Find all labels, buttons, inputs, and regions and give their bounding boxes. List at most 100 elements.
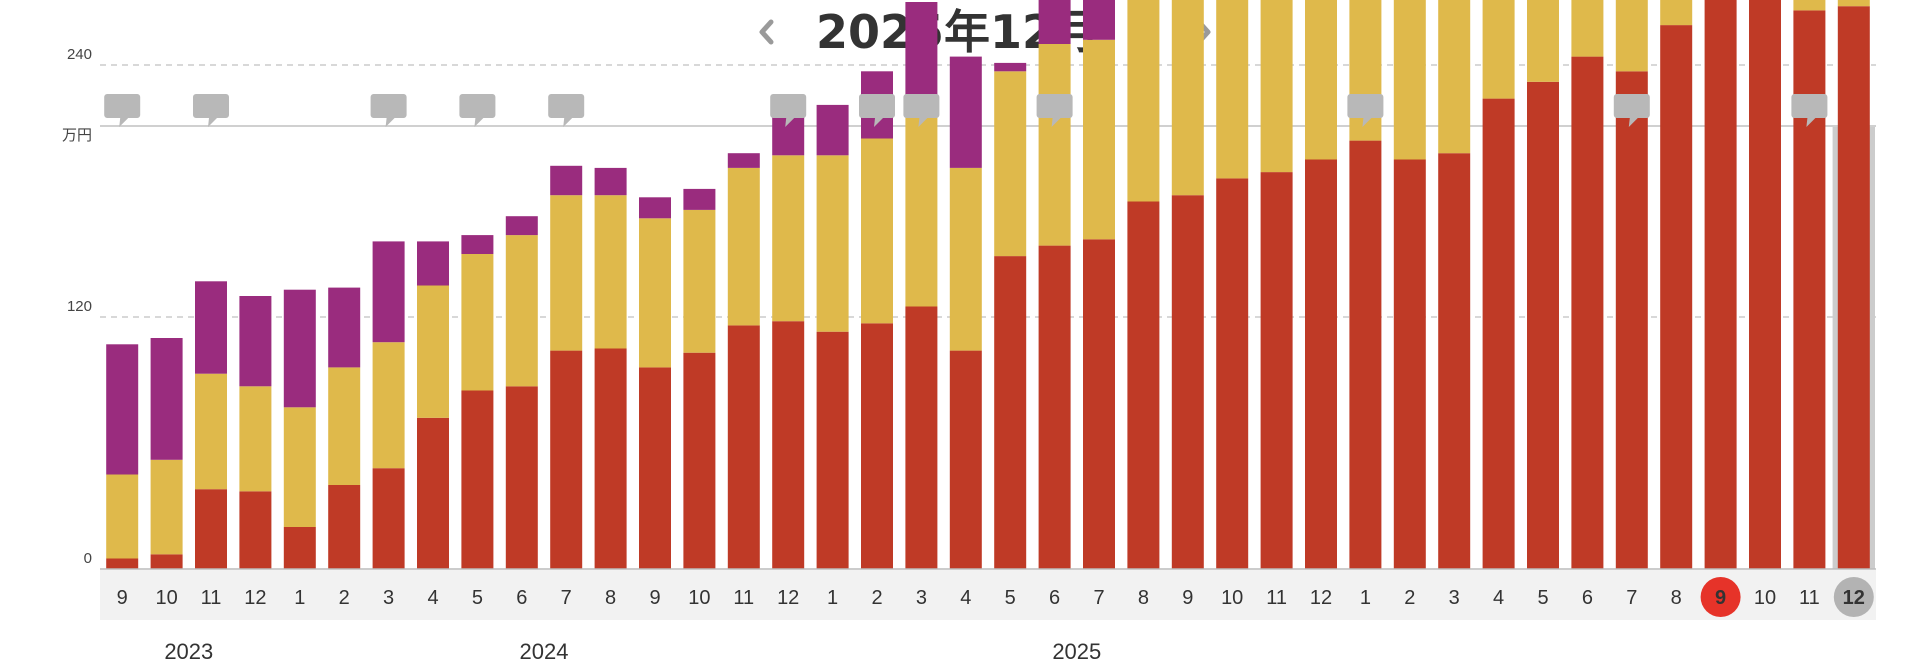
bar-segment-1[interactable] bbox=[1704, 0, 1737, 569]
bar-month[interactable] bbox=[150, 338, 183, 569]
x-tick-label[interactable]: 3 bbox=[383, 587, 394, 609]
bar-segment-2[interactable] bbox=[328, 367, 361, 485]
bar-segment-3[interactable] bbox=[994, 62, 1027, 72]
bar-segment-1[interactable] bbox=[1660, 25, 1693, 570]
selected-month-badge[interactable] bbox=[1700, 577, 1741, 617]
bar-month[interactable] bbox=[1260, 0, 1293, 569]
bar-month[interactable] bbox=[1038, 0, 1071, 569]
comment-bubble-icon[interactable] bbox=[903, 94, 940, 127]
bar-segment-1[interactable] bbox=[106, 558, 139, 570]
bar-segment-2[interactable] bbox=[905, 113, 938, 307]
comment-bubble-icon[interactable] bbox=[1347, 94, 1384, 127]
bar-segment-2[interactable] bbox=[1837, 0, 1870, 7]
bar-month[interactable] bbox=[1305, 0, 1337, 569]
bar-month[interactable] bbox=[328, 287, 361, 569]
bar-segment-1[interactable] bbox=[1615, 71, 1648, 570]
x-tick-label[interactable]: 4 bbox=[427, 587, 438, 609]
x-tick-label[interactable]: 7 bbox=[561, 587, 572, 609]
bar-segment-2[interactable] bbox=[594, 195, 627, 349]
bar-segment-2[interactable] bbox=[550, 195, 583, 351]
x-tick-label[interactable]: 2 bbox=[339, 587, 350, 609]
x-tick-label[interactable]: 9 bbox=[649, 587, 660, 609]
x-tick-label[interactable]: 6 bbox=[516, 587, 527, 609]
bar-segment-3[interactable] bbox=[328, 287, 361, 368]
bar-segment-1[interactable] bbox=[1083, 239, 1115, 570]
bar-segment-1[interactable] bbox=[1038, 245, 1071, 569]
bar-segment-2[interactable] bbox=[239, 386, 272, 492]
bar-month[interactable] bbox=[1660, 0, 1693, 570]
bar-segment-1[interactable] bbox=[1171, 195, 1204, 569]
bar-month[interactable] bbox=[195, 281, 227, 569]
bar-segment-2[interactable] bbox=[1127, 0, 1160, 202]
bar-month[interactable] bbox=[1216, 0, 1249, 569]
bar-segment-2[interactable] bbox=[816, 155, 849, 332]
bar-month[interactable] bbox=[505, 216, 538, 569]
bar-segment-1[interactable] bbox=[639, 367, 671, 569]
bar-segment-1[interactable] bbox=[1127, 201, 1160, 570]
bar-segment-1[interactable] bbox=[1482, 98, 1515, 569]
prev-month-button[interactable] bbox=[745, 10, 785, 54]
bar-segment-1[interactable] bbox=[949, 350, 982, 569]
x-tick-label[interactable]: 11 bbox=[1799, 587, 1820, 609]
bar-segment-1[interactable] bbox=[816, 331, 849, 569]
bar-segment-2[interactable] bbox=[106, 474, 139, 559]
x-tick-label[interactable]: 8 bbox=[1671, 587, 1682, 609]
bar-month[interactable] bbox=[1349, 0, 1382, 569]
x-tick-label[interactable]: 10 bbox=[1754, 587, 1776, 609]
bar-segment-1[interactable] bbox=[1393, 159, 1426, 570]
comment-bubble-icon[interactable] bbox=[1791, 94, 1828, 127]
bar-segment-3[interactable] bbox=[727, 153, 760, 168]
bar-segment-2[interactable] bbox=[461, 254, 494, 391]
bar-segment-1[interactable] bbox=[150, 554, 183, 569]
bar-segment-2[interactable] bbox=[1260, 0, 1293, 173]
comment-bubble-icon[interactable] bbox=[548, 94, 585, 127]
bar-segment-3[interactable] bbox=[949, 56, 982, 168]
bar-month[interactable] bbox=[1793, 0, 1826, 569]
bar-month[interactable] bbox=[1615, 0, 1648, 570]
x-tick-label[interactable]: 10 bbox=[155, 587, 177, 609]
x-tick-label[interactable]: 12 bbox=[1310, 587, 1332, 609]
bar-segment-3[interactable] bbox=[550, 165, 583, 196]
bar-month[interactable] bbox=[1127, 0, 1160, 570]
bar-segment-2[interactable] bbox=[1216, 0, 1249, 179]
x-tick-label[interactable]: 1 bbox=[294, 587, 305, 609]
bar-segment-2[interactable] bbox=[994, 71, 1027, 257]
bar-month[interactable] bbox=[994, 62, 1027, 569]
bar-month[interactable] bbox=[1171, 0, 1204, 569]
bar-segment-1[interactable] bbox=[283, 527, 316, 569]
bar-segment-1[interactable] bbox=[372, 468, 405, 569]
bar-segment-1[interactable] bbox=[195, 489, 227, 569]
bar-segment-1[interactable] bbox=[905, 306, 938, 570]
bar-segment-2[interactable] bbox=[1571, 0, 1604, 57]
bar-segment-1[interactable] bbox=[1305, 159, 1337, 570]
bar-segment-1[interactable] bbox=[417, 417, 449, 569]
bar-month[interactable] bbox=[905, 2, 938, 570]
bar-month[interactable] bbox=[283, 289, 316, 569]
bar-segment-1[interactable] bbox=[727, 325, 760, 569]
bar-month[interactable] bbox=[239, 296, 272, 569]
x-tick-label[interactable]: 7 bbox=[1626, 587, 1637, 609]
bar-segment-2[interactable] bbox=[1393, 0, 1426, 160]
x-tick-label[interactable]: 5 bbox=[1005, 587, 1016, 609]
bar-segment-1[interactable] bbox=[594, 348, 627, 570]
current-month-badge[interactable] bbox=[1833, 577, 1874, 617]
bar-month[interactable] bbox=[106, 344, 139, 570]
bar-segment-2[interactable] bbox=[1793, 0, 1826, 11]
x-tick-label[interactable]: 1 bbox=[827, 587, 838, 609]
x-tick-label[interactable]: 12 bbox=[244, 587, 266, 609]
bar-segment-3[interactable] bbox=[1083, 0, 1115, 40]
bar-month[interactable] bbox=[1083, 0, 1115, 570]
x-tick-label[interactable]: 7 bbox=[1093, 587, 1104, 609]
bar-segment-1[interactable] bbox=[1527, 81, 1559, 570]
bar-month[interactable] bbox=[417, 241, 449, 569]
bar-segment-2[interactable] bbox=[1038, 44, 1071, 246]
bar-segment-2[interactable] bbox=[639, 218, 671, 368]
bar-month[interactable] bbox=[1837, 0, 1870, 569]
bar-month[interactable] bbox=[594, 167, 627, 570]
bar-segment-2[interactable] bbox=[417, 285, 449, 418]
bar-month[interactable] bbox=[1527, 0, 1559, 570]
bar-month[interactable] bbox=[683, 188, 716, 569]
bar-segment-1[interactable] bbox=[1438, 153, 1471, 569]
comment-bubble-icon[interactable] bbox=[370, 94, 407, 127]
bar-month[interactable] bbox=[550, 165, 583, 569]
